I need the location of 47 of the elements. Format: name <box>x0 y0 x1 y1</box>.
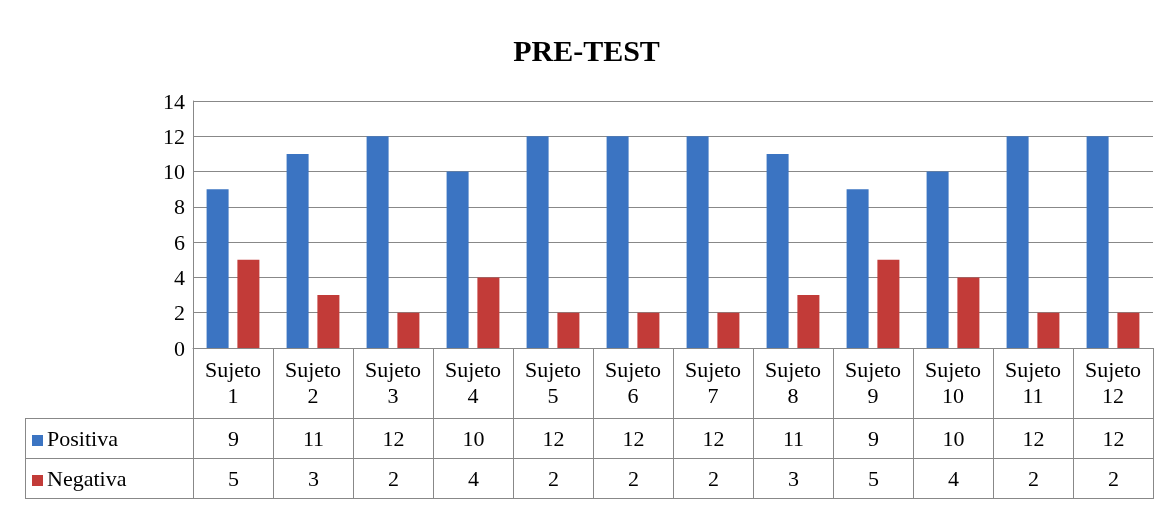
x-tick-label: Sujeto 4 <box>444 356 502 408</box>
data-label: 4 <box>913 458 994 499</box>
x-tick-label: Sujeto 11 <box>1004 356 1062 408</box>
data-label: 2 <box>993 458 1074 499</box>
data-label: 11 <box>753 418 834 459</box>
data-label: 9 <box>193 418 274 459</box>
y-tick-label: 12 <box>163 123 185 149</box>
data-label: 4 <box>433 458 514 499</box>
data-label: 5 <box>833 458 914 499</box>
x-tick-label: Sujeto 5 <box>524 356 582 408</box>
y-tick-label: 4 <box>174 264 185 290</box>
data-label: 10 <box>433 418 514 459</box>
y-tick-label: 0 <box>174 335 185 361</box>
y-tick-label: 6 <box>174 229 185 255</box>
y-tick-label: 8 <box>174 194 185 220</box>
data-label: 12 <box>993 418 1074 459</box>
data-label: 2 <box>513 458 594 499</box>
chart-title: PRE-TEST <box>513 33 660 67</box>
data-label: 9 <box>833 418 914 459</box>
legend-label: Positiva <box>25 418 194 459</box>
data-label: 12 <box>593 418 674 459</box>
data-label: 5 <box>193 458 274 499</box>
data-label: 2 <box>1073 458 1154 499</box>
x-tick-label: Sujeto 12 <box>1084 356 1142 408</box>
x-tick-label: Sujeto 8 <box>764 356 822 408</box>
data-label: 2 <box>593 458 674 499</box>
x-tick-label: Sujeto 3 <box>364 356 422 408</box>
data-label: 11 <box>273 418 354 459</box>
data-label: 2 <box>353 458 434 499</box>
data-label: 12 <box>353 418 434 459</box>
x-tick-label: Sujeto 10 <box>924 356 982 408</box>
y-tick-label: 10 <box>163 159 185 185</box>
legend-label: Negativa <box>25 458 194 499</box>
data-label: 12 <box>673 418 754 459</box>
data-label: 3 <box>753 458 834 499</box>
x-tick-label: Sujeto 6 <box>604 356 662 408</box>
x-tick-label: Sujeto 9 <box>844 356 902 408</box>
y-tick-label: 14 <box>163 88 185 114</box>
x-tick-label: Sujeto 7 <box>684 356 742 408</box>
x-tick-label: Sujeto 1 <box>204 356 262 408</box>
y-tick-label: 2 <box>174 300 185 326</box>
data-label: 10 <box>913 418 994 459</box>
data-label: 2 <box>673 458 754 499</box>
data-label: 12 <box>513 418 594 459</box>
data-label: 3 <box>273 458 354 499</box>
data-label: 12 <box>1073 418 1154 459</box>
x-tick-label: Sujeto 2 <box>284 356 342 408</box>
